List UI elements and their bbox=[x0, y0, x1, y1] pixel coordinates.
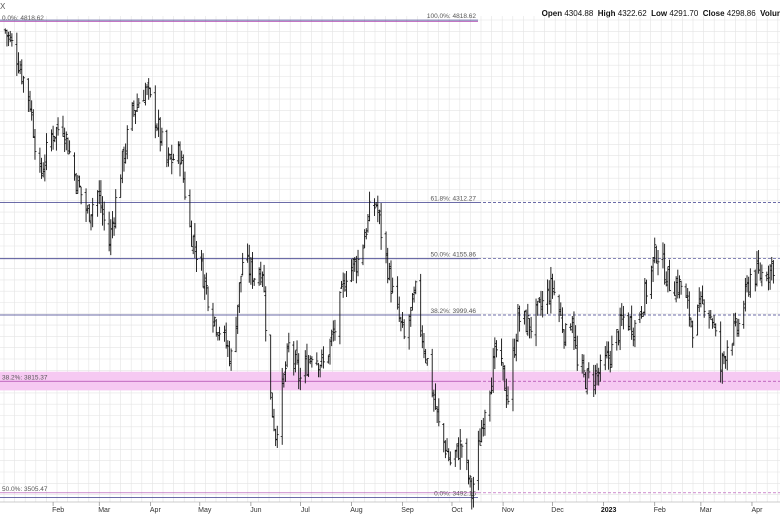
open-value: 4304.88 bbox=[564, 9, 594, 18]
x-tick-label: Jun bbox=[250, 507, 261, 514]
x-tick-label: Feb bbox=[654, 507, 666, 514]
x-tick-label: Dec bbox=[551, 507, 564, 514]
x-tick-label: Oct bbox=[452, 507, 463, 514]
low-value: 4291.70 bbox=[669, 9, 699, 18]
x-tick-label: Mar bbox=[700, 507, 713, 514]
close-label: Close bbox=[702, 9, 725, 18]
x-tick-label: Mar bbox=[98, 507, 111, 514]
x-tick-label: Feb bbox=[52, 507, 64, 514]
x-tick-label: Nov bbox=[502, 507, 515, 514]
x-tick-label: Jul bbox=[301, 507, 310, 514]
x-tick-label: Aug bbox=[350, 507, 363, 514]
fib-label: 38.2%: 3999.46 bbox=[430, 308, 476, 315]
x-tick-label: Sep bbox=[401, 507, 414, 514]
fib-label-secondary: 0.0%: 4818.62 bbox=[2, 15, 44, 22]
x-tick-label: Apr bbox=[150, 507, 162, 514]
x-tick-label: Apr bbox=[752, 507, 764, 514]
close-value: 4298.86 bbox=[726, 9, 756, 18]
fib-label: 61.8%: 4312.27 bbox=[430, 195, 476, 202]
high-label: High bbox=[597, 9, 616, 18]
fib-label: 0.0%: 3492.16 bbox=[434, 491, 476, 498]
fib-label: 50.0%: 4155.86 bbox=[430, 252, 476, 259]
ohlc-readout: Open 4304.88 High 4322.62 Low 4291.70 Cl… bbox=[542, 9, 780, 18]
fib-label: 100.0%: 4818.62 bbox=[427, 13, 477, 20]
x-tick-label: 2023 bbox=[601, 507, 617, 514]
low-label: Low bbox=[651, 9, 668, 18]
volume-label: Volur bbox=[760, 9, 780, 18]
x-tick-label: May bbox=[198, 507, 212, 514]
symbol-label: X bbox=[0, 2, 6, 11]
high-value: 4322.62 bbox=[617, 9, 647, 18]
fib-label-secondary: 38.2%: 3815.37 bbox=[2, 374, 48, 381]
open-label: Open bbox=[541, 9, 563, 18]
fib-label-secondary: 50.0%: 3505.47 bbox=[2, 486, 48, 493]
